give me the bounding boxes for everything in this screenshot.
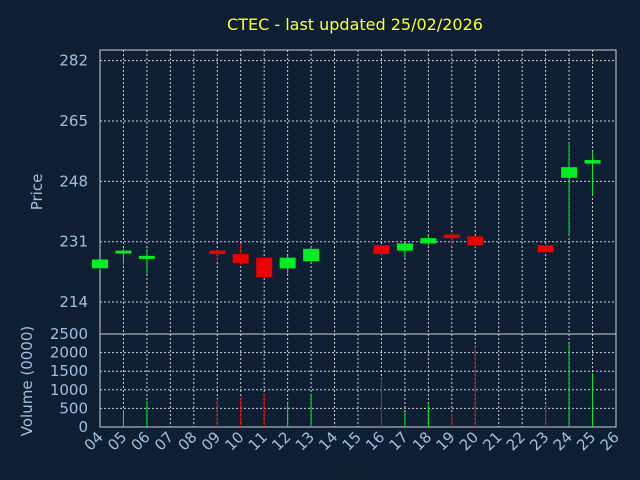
- x-tick-label: 11: [245, 428, 271, 454]
- chart-title: CTEC - last updated 25/02/2026: [227, 15, 483, 34]
- candle-body: [209, 250, 226, 255]
- candle-body: [561, 167, 578, 178]
- candle-body: [537, 245, 554, 253]
- volume-axis-label: Volume (0000): [18, 326, 36, 436]
- candle-body: [420, 238, 437, 244]
- x-tick-label: 15: [339, 428, 365, 454]
- price-tick-label: 282: [59, 52, 88, 70]
- price-grid: [100, 50, 616, 334]
- x-tick-label: 08: [174, 428, 200, 454]
- x-tick-label: 20: [456, 428, 482, 454]
- x-tick-label: 22: [503, 428, 529, 454]
- x-tick-label: 26: [597, 428, 623, 454]
- candle-body: [396, 243, 413, 251]
- candle-body: [443, 234, 460, 239]
- x-tick-label: 06: [128, 428, 154, 454]
- volume-bars: [122, 343, 594, 427]
- x-axis-label: Day: [333, 458, 363, 476]
- x-tick-label: 07: [151, 428, 177, 454]
- x-tick-label: 12: [268, 428, 294, 454]
- volume-tick-label: 2500: [50, 325, 88, 343]
- candle-body: [92, 259, 108, 269]
- volume-tick-label: 500: [59, 399, 88, 417]
- volume-tick-label: 2000: [50, 344, 88, 362]
- price-tick-label: 214: [59, 293, 88, 311]
- x-tick-label: 05: [104, 428, 130, 454]
- x-tick-label: 10: [221, 428, 247, 454]
- price-axis-label: Price: [28, 174, 46, 211]
- volume-tick-label: 0: [78, 418, 88, 436]
- price-tick-label: 265: [59, 112, 88, 130]
- candle-body: [115, 250, 132, 254]
- candle-body: [373, 245, 390, 255]
- volume-tick-label: 1500: [50, 362, 88, 380]
- x-tick-label: 16: [362, 428, 388, 454]
- x-tick-label: 19: [432, 428, 458, 454]
- candle-body: [467, 236, 484, 246]
- price-tick-labels: 214 231 248 265 282: [59, 52, 88, 311]
- x-tick-label: 17: [386, 428, 412, 454]
- candles: [92, 142, 601, 278]
- candle-body: [584, 160, 601, 164]
- price-tick-label: 231: [59, 233, 88, 251]
- x-tick-label: 21: [479, 428, 505, 454]
- volume-grid: [100, 334, 616, 427]
- x-tick-label: 23: [526, 428, 552, 454]
- x-tick-labels: 0405060708091011121314151617181920212223…: [81, 428, 623, 454]
- x-tick-label: 18: [409, 428, 435, 454]
- volume-tick-label: 1000: [50, 381, 88, 399]
- candle-body: [303, 248, 320, 262]
- x-tick-label: 24: [550, 428, 576, 454]
- candle-body: [138, 255, 155, 259]
- price-tick-label: 248: [59, 172, 88, 190]
- x-tick-label: 13: [292, 428, 318, 454]
- candle-body: [256, 257, 273, 278]
- candle-body: [232, 254, 249, 263]
- x-tick-label: 14: [315, 428, 341, 454]
- x-tick-label: 25: [573, 428, 599, 454]
- candle-body: [279, 257, 296, 269]
- x-tick-label: 09: [198, 428, 224, 454]
